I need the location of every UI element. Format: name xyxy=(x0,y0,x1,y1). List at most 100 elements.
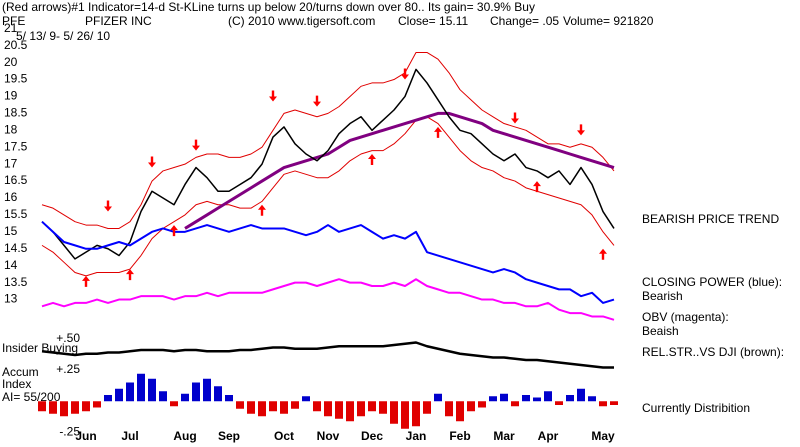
accum-bar xyxy=(280,401,288,414)
company: PFIZER INC xyxy=(85,14,152,28)
accum-bar xyxy=(225,395,233,402)
date-range: 5/ 13/ 9- 5/ 26/ 10 xyxy=(16,29,110,43)
header-line: (Red arrows)#1 Indicator=14-d St-KLine t… xyxy=(2,0,535,14)
accum-bar xyxy=(258,401,266,417)
signal-arrow xyxy=(401,68,409,80)
accum-bar xyxy=(533,397,541,402)
copyright: (C) 2010 www.tigersoft.com xyxy=(228,14,375,28)
accum-bar xyxy=(489,396,497,402)
accum-bar xyxy=(412,401,420,427)
series-line xyxy=(41,278,615,321)
panel-label: Index xyxy=(2,377,31,391)
signal-arrow xyxy=(148,156,156,168)
accum-bar xyxy=(137,373,145,402)
y-tick-label: 18.5 xyxy=(4,106,28,120)
x-tick-label: Apr xyxy=(538,429,559,443)
accum-bar xyxy=(126,382,134,402)
volume: Volume= 921820 xyxy=(563,14,654,28)
y-tick-label: 19.5 xyxy=(4,72,28,86)
accum-bar xyxy=(511,401,519,407)
y-tick-label: 17.5 xyxy=(4,139,28,153)
signal-arrow xyxy=(599,248,607,260)
accum-bar xyxy=(346,401,354,422)
signal-arrow xyxy=(258,204,266,216)
annotation: REL.STR..VS DJI (brown): xyxy=(642,345,784,359)
accum-bar xyxy=(269,401,277,412)
annotation: BEARISH PRICE TREND xyxy=(642,212,779,226)
accum-bar xyxy=(500,393,508,402)
x-tick-label: Feb xyxy=(449,429,470,443)
accum-bar xyxy=(71,401,79,414)
y-tick-label: 14.5 xyxy=(4,241,28,255)
accum-bar xyxy=(445,401,453,417)
accum-bar xyxy=(588,396,596,402)
accum-bar xyxy=(192,382,200,402)
y-tick-label: 20.5 xyxy=(4,38,28,52)
accum-bar xyxy=(401,401,409,429)
annotation: Beaish xyxy=(642,324,679,338)
signal-arrow xyxy=(511,112,519,124)
x-tick-label: May xyxy=(591,429,615,443)
signal-arrow xyxy=(313,95,321,107)
y-tick-label: 13.5 xyxy=(4,275,28,289)
x-tick-label: Mar xyxy=(493,429,515,443)
accum-bar xyxy=(357,401,365,417)
series-line xyxy=(41,116,615,277)
accum-bar xyxy=(93,401,101,408)
accum-bar xyxy=(467,401,475,412)
y-tick-label: 18 xyxy=(4,122,18,136)
accum-bar xyxy=(236,401,244,409)
signal-arrow xyxy=(192,139,200,151)
accum-bar xyxy=(214,386,222,402)
annotation: OBV (magenta): xyxy=(642,310,729,324)
x-tick-label: Nov xyxy=(317,429,340,443)
accum-bar xyxy=(335,401,343,419)
y-tick-label: 16.5 xyxy=(4,173,28,187)
accum-bar xyxy=(522,395,530,402)
signal-arrow xyxy=(577,124,585,136)
x-tick-label: Oct xyxy=(274,429,294,443)
accum-bar xyxy=(82,401,90,412)
change: Change= .05 xyxy=(490,14,559,28)
y-tick-label: +.25 xyxy=(56,362,80,376)
accum-bar xyxy=(302,396,310,402)
signal-arrow xyxy=(368,154,376,165)
y-tick-label: 17 xyxy=(4,156,18,170)
y-tick-label: 20 xyxy=(4,55,18,69)
accum-bar xyxy=(368,401,376,412)
series-line xyxy=(41,68,615,260)
symbol: PFE xyxy=(2,14,25,28)
y-tick-label: +.50 xyxy=(56,331,80,345)
x-tick-label: Dec xyxy=(361,429,383,443)
accum-bar xyxy=(434,393,442,402)
panel-label: Insider Buying xyxy=(2,341,78,355)
y-tick-label: 16 xyxy=(4,190,18,204)
y-tick-label: 13 xyxy=(4,292,18,306)
signal-arrow xyxy=(104,200,112,212)
accum-bar xyxy=(170,401,178,407)
accum-bar xyxy=(390,401,398,424)
annotation: CLOSING POWER (blue): xyxy=(642,275,782,289)
close: Close= 15.11 xyxy=(398,14,468,28)
accum-bar xyxy=(159,391,167,402)
accum-bar xyxy=(423,401,431,414)
series-line xyxy=(41,341,614,369)
signal-arrow xyxy=(126,269,134,281)
accum-bar xyxy=(181,393,189,402)
y-tick-label: 21 xyxy=(4,21,18,35)
series-line xyxy=(41,51,615,229)
accum-bar xyxy=(456,401,464,422)
y-tick-label: 19 xyxy=(4,89,18,103)
accum-bar xyxy=(291,401,299,409)
signal-arrow xyxy=(533,181,541,193)
accum-bar xyxy=(544,391,552,402)
series-line xyxy=(184,111,615,230)
accum-bar xyxy=(115,388,123,402)
accum-bar xyxy=(49,401,57,414)
accum-bar xyxy=(203,378,211,402)
y-tick-label: 15.5 xyxy=(4,207,28,221)
x-tick-label: Jun xyxy=(75,429,96,443)
accum-bar xyxy=(577,388,585,402)
accum-bar xyxy=(324,401,332,417)
annotation: Bearish xyxy=(642,289,683,303)
